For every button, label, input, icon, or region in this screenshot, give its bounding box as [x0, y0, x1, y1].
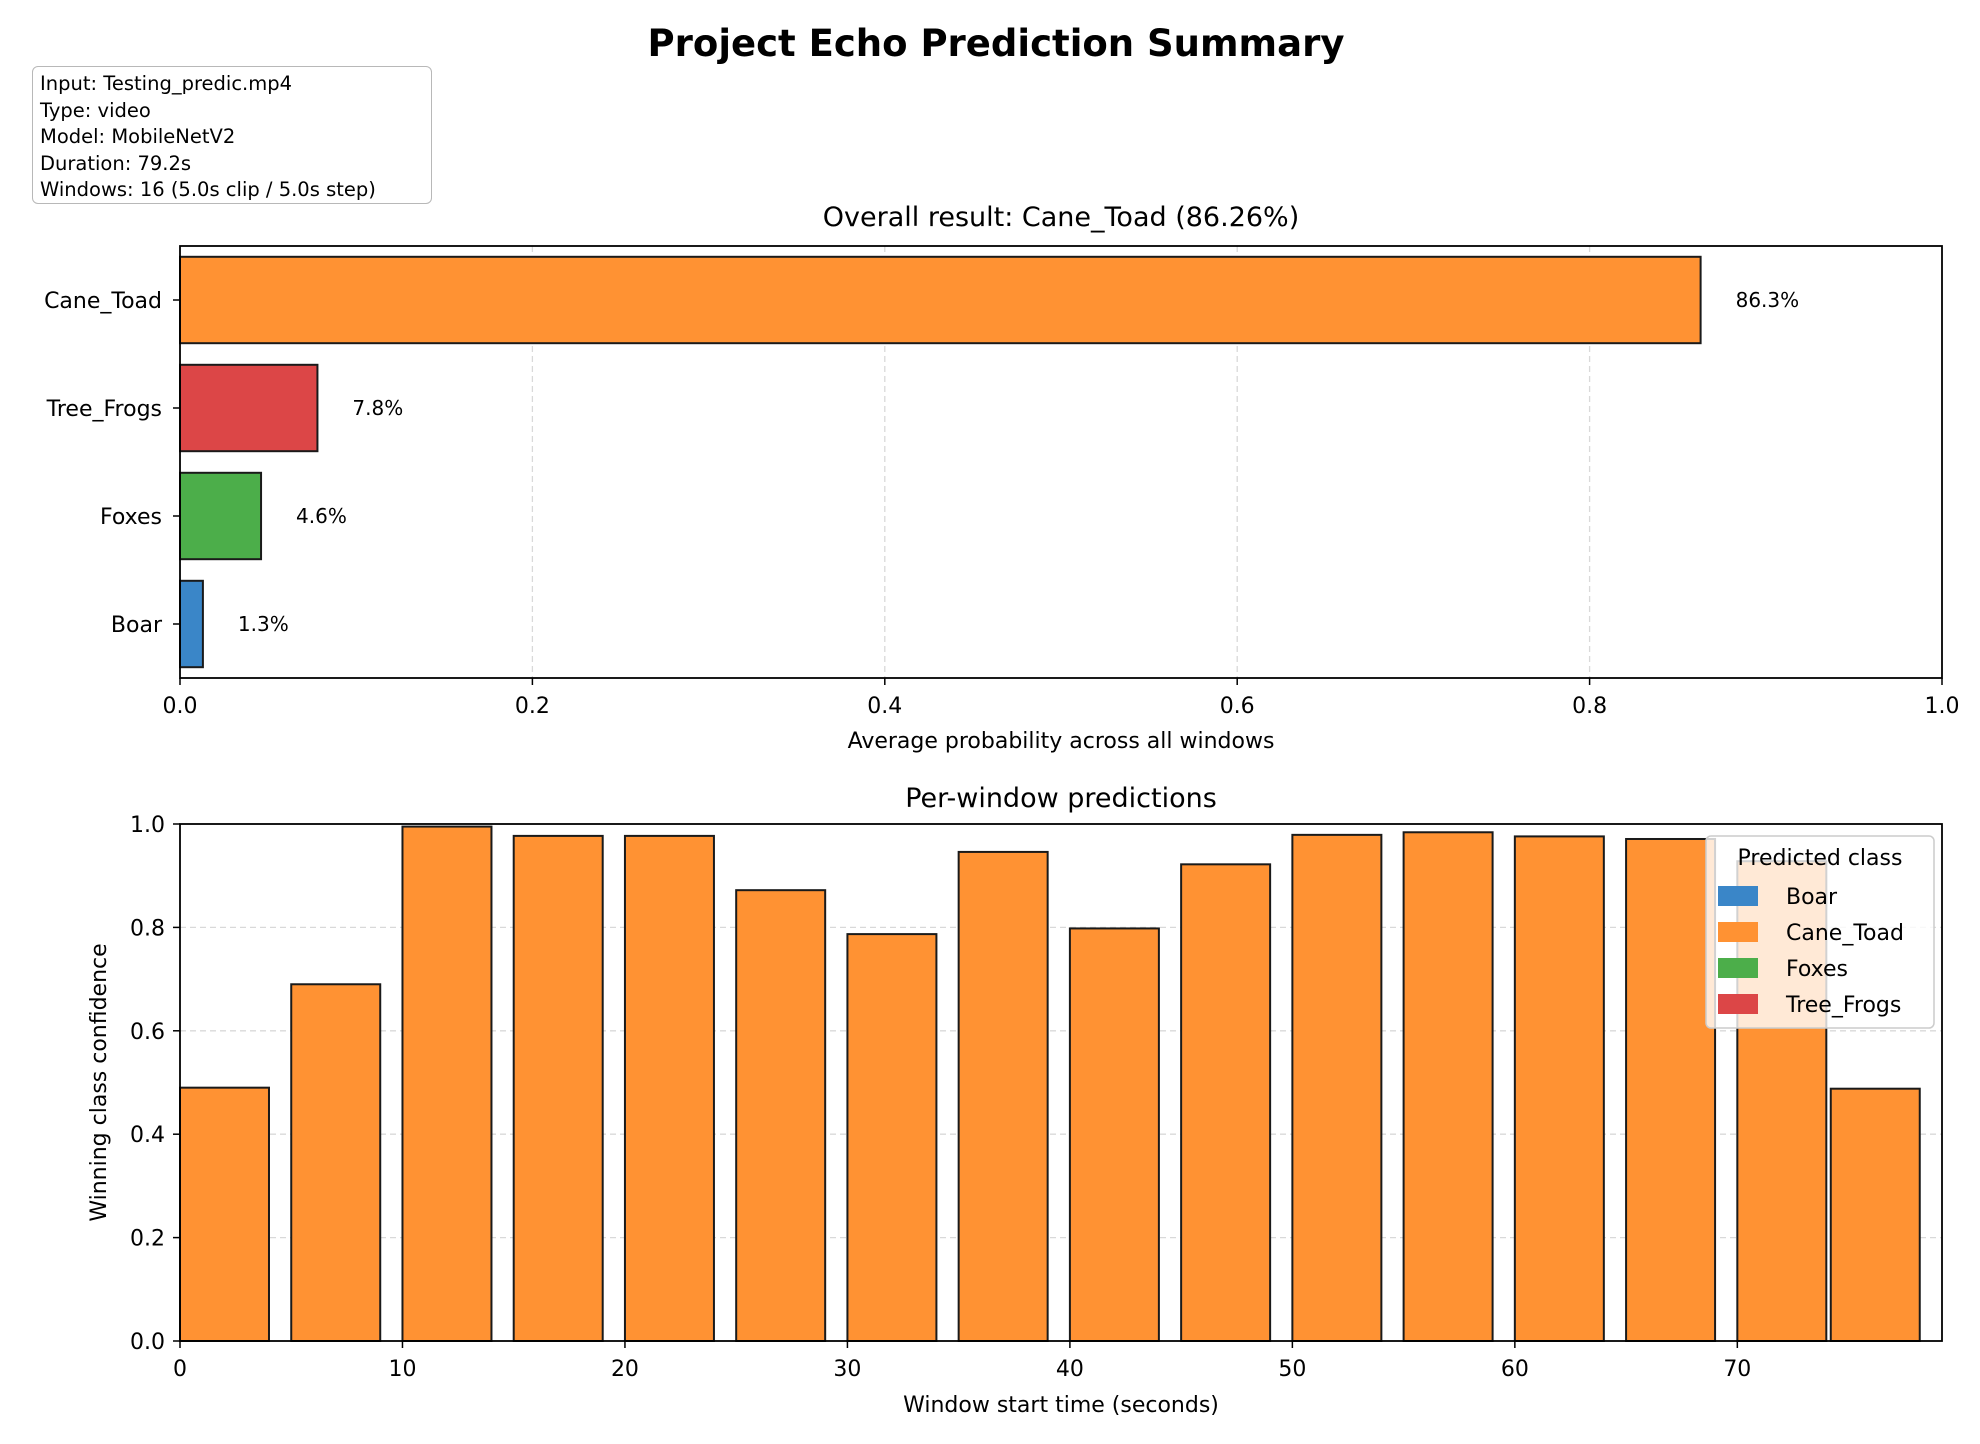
window-bar-2 — [401, 825, 493, 1342]
x-tick-label-4: 40 — [1056, 1357, 1084, 1382]
per-window-chart: Predicted class Boar Cane_Toad Foxes Tree_Fr… — [87, 783, 1943, 1418]
info-type: Type: video — [40, 98, 151, 122]
value-label-boar: 1.3% — [238, 612, 289, 636]
info-windows: Windows: 16 (5.0s clip / 5.0s step) — [40, 178, 376, 201]
y-tick-label-5: 1.0 — [130, 813, 165, 838]
window-bar-11 — [1402, 831, 1494, 1342]
y-tick-label-4: 0.8 — [130, 916, 165, 941]
window-bar-10 — [1291, 833, 1383, 1342]
value-label-tree-frogs: 7.8% — [352, 396, 403, 420]
x-tick-label-7: 70 — [1723, 1357, 1751, 1382]
window-bar-0 — [179, 1086, 270, 1343]
y-tick-label-cane-toad: Cane_Toad — [44, 289, 162, 314]
x-tick-label-0: 0 — [173, 1357, 187, 1382]
legend: Predicted class Boar Cane_Toad Foxes Tree_Fr… — [1705, 835, 1935, 1029]
value-label-foxes: 4.6% — [296, 504, 347, 528]
window-bar-12 — [1513, 835, 1605, 1343]
bar-boar — [179, 579, 204, 669]
window-bar-15 — [1829, 1087, 1921, 1342]
y-tick-label-3: 0.6 — [130, 1020, 165, 1045]
info-duration: Duration: 79.2s — [40, 151, 192, 175]
run-info-box: Input: Testing_predic.mp4 Type: video Mo… — [32, 66, 432, 204]
window-bar-7 — [957, 850, 1049, 1343]
x-tick-label-3: 0.6 — [1220, 694, 1255, 719]
x-axis-label: Average probability across all windows — [848, 729, 1275, 754]
legend-label-boar: Boar — [1786, 885, 1838, 910]
x-tick-label-1: 10 — [388, 1357, 416, 1382]
legend-label-cane-toad: Cane_Toad — [1786, 921, 1904, 946]
bar-foxes — [179, 471, 263, 561]
window-bar-3 — [512, 834, 604, 1342]
y-axis-label: Winning class confidence — [87, 943, 112, 1221]
plot-frame — [179, 823, 1943, 1342]
x-tick-label-6: 60 — [1501, 1357, 1529, 1382]
y-tick-label-boar: Boar — [111, 613, 163, 638]
y-tick-label-1: 0.2 — [130, 1227, 165, 1252]
window-bar-9 — [1180, 863, 1272, 1342]
x-tick-label-5: 1.0 — [1925, 694, 1960, 719]
x-tick-label-1: 0.2 — [515, 694, 550, 719]
value-label-cane-toad: 86.3% — [1736, 288, 1800, 312]
window-bar-1 — [290, 983, 382, 1343]
y-tick-label-foxes: Foxes — [100, 505, 162, 530]
x-tick-label-4: 0.8 — [1572, 694, 1607, 719]
legend-swatch-tree-frogs — [1718, 994, 1758, 1014]
overall-result-chart: 1.3% Boar 4.6% Foxes 7.8% Tree_Frogs 86.3% Cane… — [44, 202, 1959, 754]
x-tick-label-3: 30 — [833, 1357, 861, 1382]
legend-swatch-cane-toad — [1718, 922, 1758, 942]
x-tick-label-5: 50 — [1278, 1357, 1306, 1382]
window-bar-8 — [1068, 927, 1160, 1343]
window-bar-6 — [846, 933, 938, 1342]
x-axis-label: Window start time (seconds) — [903, 1393, 1219, 1418]
info-input: Input: Testing_predic.mp4 — [40, 72, 293, 95]
plot-frame — [179, 245, 1943, 679]
legend-swatch-boar — [1718, 886, 1758, 906]
legend-box — [1705, 835, 1935, 1029]
legend-label-tree-frogs: Tree_Frogs — [1785, 993, 1901, 1018]
bar-tree-frogs — [179, 363, 319, 453]
window-bar-5 — [735, 889, 827, 1343]
y-tick-label-tree-frogs: Tree_Frogs — [46, 397, 162, 422]
x-tick-label-0: 0.0 — [163, 694, 198, 719]
window-bar-4 — [623, 834, 715, 1342]
chart-title: Overall result: Cane_Toad (86.26%) — [823, 202, 1299, 233]
info-model: Model: MobileNetV2 — [40, 125, 236, 148]
y-tick-label-0: 0.0 — [130, 1330, 165, 1355]
bar-cane-toad — [179, 255, 1702, 345]
legend-label-foxes: Foxes — [1786, 957, 1848, 982]
chart-title: Per-window predictions — [905, 783, 1217, 814]
y-tick-label-2: 0.4 — [130, 1123, 165, 1148]
x-tick-label-2: 0.4 — [867, 694, 902, 719]
figure-title: Project Echo Prediction Summary — [648, 22, 1345, 65]
window-bar-13 — [1625, 837, 1717, 1342]
x-tick-label-2: 20 — [611, 1357, 639, 1382]
legend-title: Predicted class — [1738, 846, 1903, 871]
legend-swatch-foxes — [1718, 958, 1758, 978]
